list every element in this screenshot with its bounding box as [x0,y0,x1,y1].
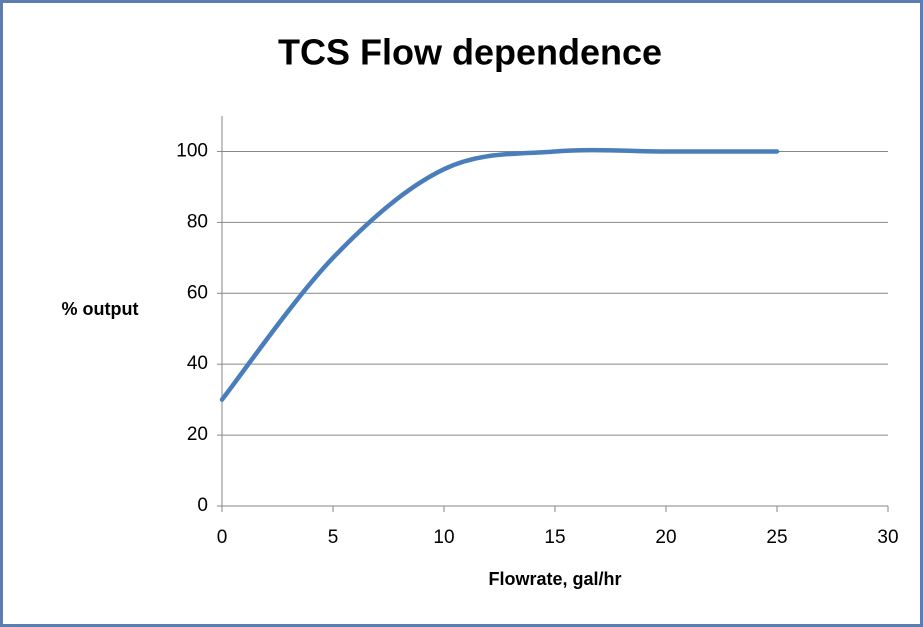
x-tick-label: 5 [328,527,339,548]
y-tick-label: 80 [187,211,208,232]
y-axis-label: % output [62,299,139,319]
y-tick-label: 100 [176,140,208,161]
x-tick-label: 20 [655,527,676,548]
y-tick-label: 60 [187,282,208,303]
y-tick-label: 20 [187,424,208,445]
x-tick-label: 0 [217,527,228,548]
x-tick-label: 15 [544,527,565,548]
x-tick-label: 25 [766,527,787,548]
y-tick-label: 40 [187,353,208,374]
chart-title: TCS Flow dependence [278,32,662,73]
x-tick-label: 10 [433,527,454,548]
x-axis-label: Flowrate, gal/hr [488,569,621,589]
y-tick-label: 0 [197,495,208,516]
data-line [219,147,780,402]
x-tick-label: 30 [877,527,898,548]
